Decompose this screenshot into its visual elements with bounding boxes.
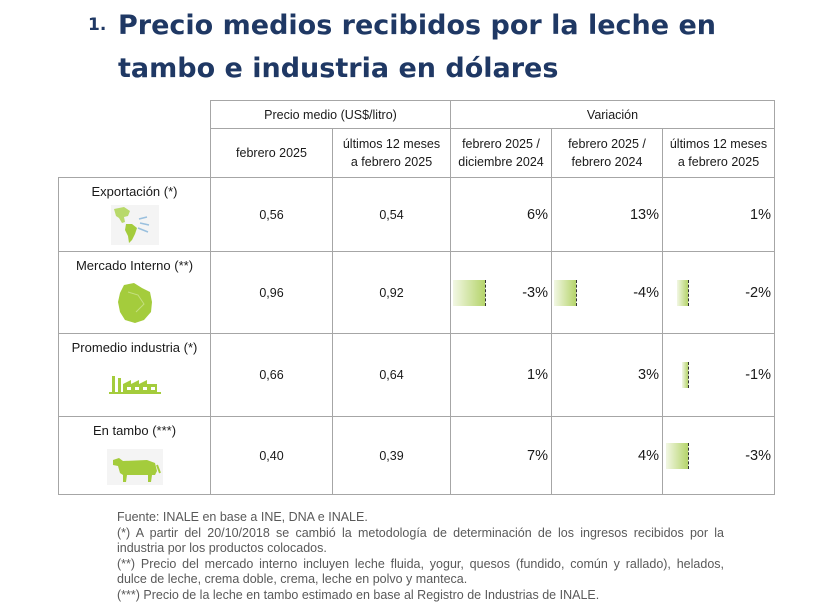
row-label-text: Promedio industria (*): [71, 340, 198, 355]
header-price-12m: últimos 12 meses a febrero 2025: [332, 128, 451, 178]
corner-cell-2: [59, 129, 211, 178]
row-label-text: En tambo (***): [92, 423, 177, 438]
var-yoy-bar: [575, 362, 597, 388]
var-12m-value: -1%: [745, 367, 771, 383]
row-label-text: Mercado Interno (**): [75, 258, 194, 273]
header-var-yoy-line-1: febrero 2025 /: [568, 137, 646, 151]
cow-icon: [106, 449, 163, 485]
row-label-mercado-interno: Mercado Interno (**): [58, 251, 211, 334]
price-12m-cell: 0,92: [332, 251, 451, 334]
var-12m-value: -2%: [745, 284, 771, 301]
row-label-en-tambo: En tambo (***): [58, 416, 211, 495]
row-label-promedio-industria: Promedio industria (*): [58, 333, 211, 417]
corner-cell: [59, 101, 211, 129]
header-price-12m-line-1: últimos 12 meses: [342, 137, 441, 151]
var-yoy-cell: -4%: [551, 251, 663, 334]
price-month-cell: 0,40: [210, 416, 333, 495]
var-yoy-value: -4%: [633, 284, 659, 301]
milk-price-table: Precio medio (US$/litro) Variación febre…: [58, 100, 775, 495]
var-dec-cell: 1%: [450, 333, 552, 417]
title-line-1: Precio medios recibidos por la leche en: [118, 10, 716, 41]
uruguay-map-icon: [117, 283, 152, 323]
header-var-dec: febrero 2025 / diciembre 2024: [450, 128, 552, 178]
price-month-cell: 0,56: [210, 177, 333, 252]
var-12m-cell: -3%: [662, 416, 775, 495]
price-month-cell: 0,66: [210, 333, 333, 417]
header-var-dec-line-2: diciembre 2024: [458, 155, 544, 169]
sub-header-row: febrero 2025 últimos 12 meses a febrero 2…: [59, 128, 775, 178]
header-var-yoy: febrero 2025 / febrero 2024: [551, 128, 663, 178]
footnote-source: Fuente: INALE en base a INE, DNA e INALE…: [117, 510, 368, 524]
title-number: 1.: [88, 15, 107, 35]
header-var-yoy-line-2: febrero 2024: [571, 155, 643, 169]
table-row: Mercado Interno (**) 0,96 0,92 -3% -4% -…: [58, 251, 775, 334]
var-dec-value: 1%: [527, 367, 548, 383]
var-dec-value: 6%: [527, 206, 548, 223]
table-row: Exportación (*) 0,56 0,54 6% 13% 1%: [58, 177, 775, 252]
var-dec-cell: 7%: [450, 416, 552, 495]
var-yoy-cell: 4%: [551, 416, 663, 495]
var-dec-value: 7%: [527, 447, 548, 464]
var-yoy-value: 13%: [629, 206, 659, 223]
var-yoy-cell: 3%: [551, 333, 663, 417]
var-12m-cell: 1%: [662, 177, 775, 252]
header-var-dec-line-1: febrero 2025 /: [462, 137, 540, 151]
variation-group-header: Variación: [450, 100, 775, 129]
row-label-text: Exportación (*): [91, 184, 178, 199]
var-yoy-value: 3%: [638, 367, 659, 383]
price-12m-cell: 0,39: [332, 416, 451, 495]
var-dec-cell: -3%: [450, 251, 552, 334]
var-yoy-value: 4%: [638, 447, 659, 464]
header-price-12m-line-2: a febrero 2025: [350, 155, 433, 169]
var-dec-bar: [453, 279, 486, 306]
footnote-3: (***) Precio de la leche en tambo estima…: [117, 587, 600, 602]
var-12m-bar: [687, 202, 693, 228]
price-12m-cell: 0,64: [332, 333, 451, 417]
price-group-header: Precio medio (US$/litro): [210, 100, 451, 129]
var-12m-cell: -1%: [662, 333, 775, 417]
var-dec-cell: 6%: [450, 177, 552, 252]
price-12m-cell: 0,54: [332, 177, 451, 252]
header-var-12m-line-2: a febrero 2025: [677, 155, 760, 169]
table-row: Promedio industria (*) 0,66 0,64 1% 3% -…: [58, 333, 775, 417]
footnote-1: (*) A partir del 20/10/2018 se cambió la…: [117, 525, 724, 556]
var-yoy-bar: [575, 443, 605, 469]
footnotes: Fuente: INALE en base a INE, DNA e INALE…: [117, 510, 724, 603]
var-yoy-cell: 13%: [551, 177, 663, 252]
var-12m-cell: -2%: [662, 251, 775, 334]
header-var-12m: últimos 12 meses a febrero 2025: [662, 128, 775, 178]
var-yoy-bar: [554, 279, 577, 306]
row-label-exportacion: Exportación (*): [58, 177, 211, 252]
var-dec-bar: [482, 362, 494, 388]
var-12m-bar: [677, 279, 689, 306]
factory-icon: [108, 376, 161, 394]
americas-map-icon: [110, 205, 159, 245]
var-12m-value: -3%: [745, 447, 771, 464]
group-header-row: Precio medio (US$/litro) Variación: [59, 100, 775, 129]
var-12m-bar: [682, 362, 689, 388]
var-12m-value: 1%: [750, 206, 771, 223]
table-row: En tambo (***) 0,40 0,39 7% 4% -3%: [58, 416, 775, 495]
footnote-2: (**) Precio del mercado interno incluyen…: [117, 556, 724, 587]
header-price-month: febrero 2025: [210, 128, 333, 178]
price-month-cell: 0,96: [210, 251, 333, 334]
var-12m-bar: [666, 442, 689, 469]
var-dec-value: -3%: [522, 284, 548, 301]
header-var-12m-line-1: últimos 12 meses: [669, 137, 768, 151]
title-line-2: tambo e industria en dólares: [118, 53, 559, 84]
